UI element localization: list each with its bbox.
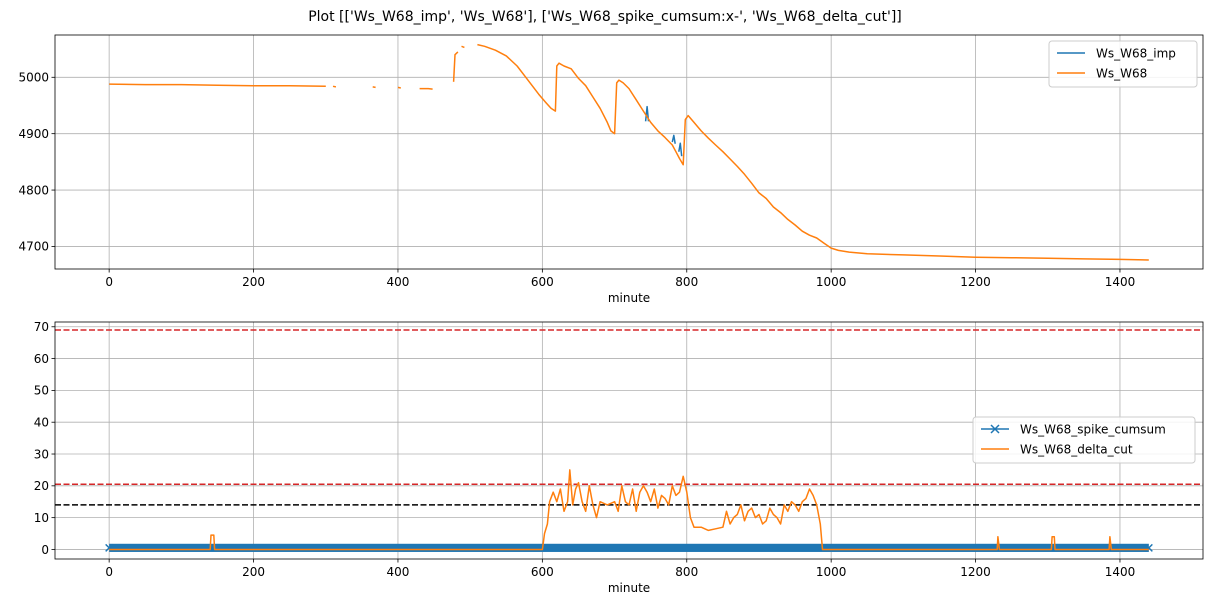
- plot-series-group: [105, 469, 1153, 552]
- legend-marker: [990, 424, 1000, 434]
- series-ws-w68-delta-cut-line: [109, 469, 1149, 551]
- series-ws-w68-line: [452, 51, 459, 82]
- legend-entry-label: Ws_W68_imp: [1096, 47, 1176, 61]
- top-x-ticks: 0 200 400 600 800 1000 1200 1400: [105, 269, 1135, 289]
- y-tick-label: 20: [34, 479, 49, 493]
- legend-box: [972, 416, 1196, 464]
- x-tick-label: 800: [675, 275, 698, 289]
- bottom-y-ticks: 0 10 20 30 40 50 60 70: [34, 320, 55, 557]
- bottom-axes-frame: [54, 321, 1204, 560]
- y-tick-label: 30: [34, 447, 49, 461]
- x-tick-label: 400: [387, 275, 410, 289]
- series-ws-w68-line: [419, 87, 433, 90]
- x-tick-label: 800: [675, 565, 698, 579]
- series-ws-w68-imp-line: [678, 142, 683, 157]
- y-tick-label: 60: [34, 352, 49, 366]
- x-tick-label: 1400: [1105, 565, 1136, 579]
- legend-box: [1048, 40, 1198, 88]
- series-ws-w68-line: [461, 45, 465, 49]
- series-ws-w68-spike-cumsum-markers: [109, 543, 1149, 552]
- x-tick-label: 400: [387, 565, 410, 579]
- x-tick-label: 200: [242, 275, 265, 289]
- y-tick-label: 50: [34, 384, 49, 398]
- top-axes: 0 200 400 600 800 1000 1200 1400 4700 4800 4900 50…: [18, 34, 1204, 305]
- legend-entry-label: Ws_W68: [1096, 67, 1147, 81]
- x-tick-label: 1200: [960, 275, 991, 289]
- x-tick-label: 1400: [1105, 275, 1136, 289]
- legend-entry-label: Ws_W68_spike_cumsum: [1020, 423, 1166, 437]
- plot-series-group: [109, 43, 1149, 261]
- bottom-axes: 0 200 400 600 800 1000 1200 1400 0 10 20 30 40 50 60 7…: [34, 320, 1204, 595]
- top-legend: Ws_W68_imp Ws_W68: [1048, 40, 1198, 88]
- top-x-axis-label: minute: [608, 291, 650, 305]
- series-ws-w68-imp-line: [671, 134, 676, 144]
- y-tick-label: 5000: [18, 71, 49, 85]
- series-ws-w68-line: [477, 43, 1149, 261]
- bottom-x-ticks: 0 200 400 600 800 1000 1200 1400: [105, 559, 1135, 579]
- x-tick-label: 1200: [960, 565, 991, 579]
- x-tick-label: 1000: [816, 565, 847, 579]
- top-grid: [55, 35, 1203, 269]
- x-tick-label: 600: [531, 275, 554, 289]
- bottom-plot-area: [105, 469, 1153, 552]
- y-tick-label: 4900: [18, 127, 49, 141]
- legend-entry-label: Ws_W68_delta_cut: [1020, 443, 1133, 457]
- x-tick-label: 600: [531, 565, 554, 579]
- top-plot-area: [109, 43, 1149, 261]
- x-tick-label: 200: [242, 565, 265, 579]
- x-tick-label: 0: [105, 275, 113, 289]
- y-tick-label: 0: [41, 543, 49, 557]
- top-y-ticks: 4700 4800 4900 5000: [18, 71, 55, 254]
- y-tick-label: 4800: [18, 183, 49, 197]
- series-ws-w68-line: [397, 86, 401, 89]
- y-tick-label: 10: [34, 511, 49, 525]
- x-tick-label: 0: [105, 565, 113, 579]
- top-axes-frame: [54, 34, 1204, 270]
- series-ws-w68-line: [372, 86, 376, 89]
- figure-title: Plot [['Ws_W68_imp', 'Ws_W68'], ['Ws_W68…: [308, 9, 902, 25]
- y-tick-label: 40: [34, 416, 49, 430]
- series-ws-w68-line: [332, 85, 337, 88]
- bottom-legend: Ws_W68_spike_cumsum Ws_W68_delta_cut: [972, 416, 1196, 464]
- series-ws-w68-line: [109, 83, 326, 88]
- y-tick-label: 4700: [18, 240, 49, 254]
- y-tick-label: 70: [34, 320, 49, 334]
- bottom-x-axis-label: minute: [608, 581, 650, 595]
- x-tick-label: 1000: [816, 275, 847, 289]
